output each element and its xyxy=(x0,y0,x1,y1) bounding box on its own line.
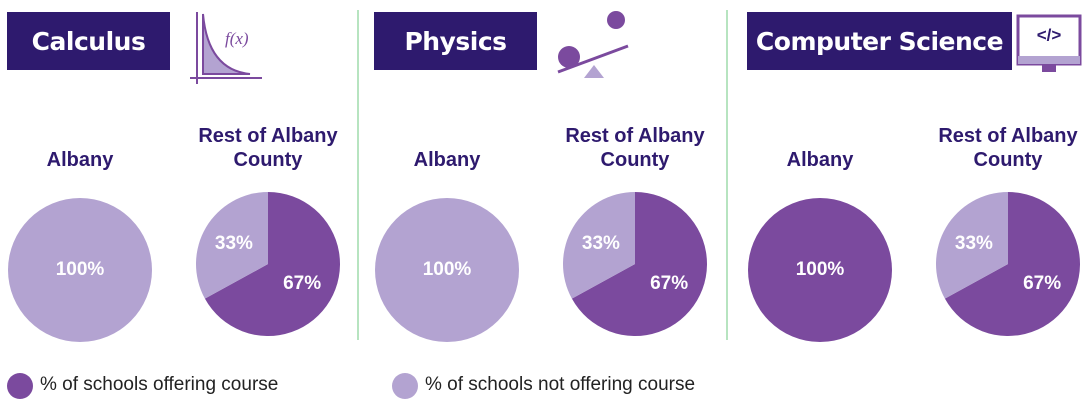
pie-title: Albany xyxy=(46,149,114,171)
pie-slice xyxy=(944,192,1080,336)
data-label: 67% xyxy=(650,273,688,294)
section-title: Physics xyxy=(374,12,537,70)
icon-text: f(x) xyxy=(225,29,249,48)
pie-title: Albany xyxy=(786,149,854,171)
section-title: Calculus xyxy=(7,12,170,70)
calculus-icon: f(x) xyxy=(190,12,262,84)
data-label: 67% xyxy=(1023,273,1061,294)
data-label: 100% xyxy=(796,259,845,280)
data-label: 100% xyxy=(56,259,105,280)
pie-slice xyxy=(563,192,635,299)
data-label: 33% xyxy=(955,233,993,254)
pie-slice xyxy=(204,192,340,336)
physics-icon xyxy=(557,11,629,78)
section-title: Computer Science xyxy=(747,12,1012,70)
data-label: 67% xyxy=(283,273,321,294)
pie-slice xyxy=(571,192,707,336)
pie-title: Rest of Albany County xyxy=(565,125,705,171)
pie-slice xyxy=(935,192,1008,299)
legend-label: % of schools not offering course xyxy=(425,374,696,395)
legend-swatch xyxy=(392,373,418,399)
pie-slice xyxy=(195,192,268,299)
pie-slice xyxy=(8,198,152,342)
icon-text: </> xyxy=(1037,25,1062,44)
pie-title: Rest of Albany County xyxy=(198,125,338,171)
pie-title: Rest of Albany County xyxy=(938,125,1078,171)
legend-swatch xyxy=(7,373,33,399)
pie-slice xyxy=(375,198,519,342)
data-label: 33% xyxy=(215,233,253,254)
pie-title: Albany xyxy=(413,149,481,171)
data-label: 33% xyxy=(582,233,620,254)
computer-icon: </> xyxy=(1016,14,1082,72)
legend-label: % of schools offering course xyxy=(40,374,279,395)
pie-slice xyxy=(748,198,892,342)
data-label: 100% xyxy=(423,259,472,280)
